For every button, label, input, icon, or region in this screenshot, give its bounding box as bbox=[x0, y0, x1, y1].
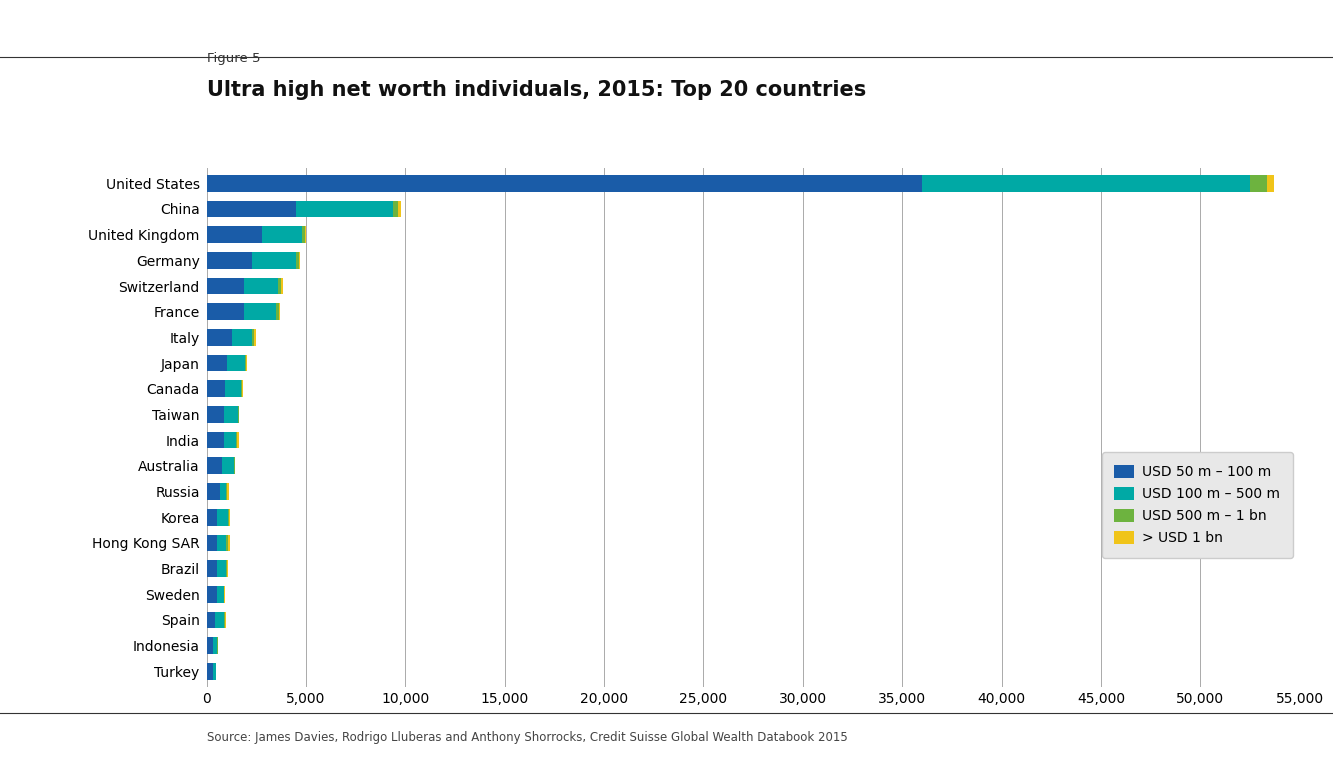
Bar bbox=[207, 612, 215, 628]
Bar bbox=[227, 483, 228, 500]
Bar bbox=[303, 227, 305, 243]
Bar bbox=[207, 355, 228, 372]
Bar bbox=[296, 201, 393, 217]
Bar bbox=[228, 355, 245, 372]
Bar bbox=[279, 278, 281, 295]
Bar bbox=[217, 535, 227, 551]
Bar bbox=[252, 329, 255, 346]
Bar bbox=[207, 509, 217, 526]
Bar bbox=[207, 381, 225, 397]
Bar bbox=[207, 637, 213, 654]
Bar bbox=[217, 586, 224, 603]
Bar bbox=[245, 355, 247, 372]
Bar bbox=[1266, 175, 1274, 192]
Bar bbox=[207, 483, 220, 500]
Bar bbox=[399, 201, 401, 217]
Bar bbox=[207, 406, 224, 423]
Bar bbox=[225, 612, 227, 628]
Bar bbox=[228, 535, 229, 551]
Bar bbox=[393, 201, 399, 217]
Bar bbox=[207, 432, 224, 449]
Bar bbox=[207, 560, 217, 577]
Text: Ultra high net worth individuals, 2015: Top 20 countries: Ultra high net worth individuals, 2015: … bbox=[207, 80, 866, 100]
Bar bbox=[229, 509, 231, 526]
Bar bbox=[1250, 175, 1266, 192]
Bar bbox=[215, 612, 224, 628]
Bar bbox=[922, 175, 1250, 192]
Bar bbox=[207, 278, 244, 295]
Bar bbox=[237, 432, 239, 449]
Bar bbox=[220, 483, 225, 500]
Bar bbox=[207, 458, 221, 474]
Bar bbox=[281, 278, 283, 295]
Bar bbox=[217, 560, 225, 577]
Bar bbox=[207, 175, 922, 192]
Bar bbox=[207, 663, 213, 680]
Bar bbox=[279, 304, 280, 320]
Bar bbox=[232, 329, 252, 346]
Text: Figure 5: Figure 5 bbox=[207, 52, 260, 65]
Bar bbox=[213, 637, 217, 654]
Bar bbox=[207, 535, 217, 551]
Bar bbox=[276, 304, 279, 320]
Bar bbox=[207, 304, 244, 320]
Bar bbox=[213, 663, 216, 680]
Bar bbox=[225, 381, 241, 397]
Bar bbox=[207, 586, 217, 603]
Bar bbox=[224, 432, 236, 449]
Bar bbox=[255, 329, 256, 346]
Bar bbox=[217, 509, 228, 526]
Bar bbox=[207, 201, 296, 217]
Bar bbox=[207, 227, 263, 243]
Bar bbox=[207, 252, 252, 269]
Bar bbox=[241, 381, 243, 397]
Bar bbox=[263, 227, 303, 243]
Bar bbox=[296, 252, 300, 269]
Legend: USD 50 m – 100 m, USD 100 m – 500 m, USD 500 m – 1 bn, > USD 1 bn: USD 50 m – 100 m, USD 100 m – 500 m, USD… bbox=[1102, 452, 1293, 558]
Bar bbox=[252, 252, 296, 269]
Bar bbox=[244, 304, 276, 320]
Bar bbox=[244, 278, 279, 295]
Text: Source: James Davies, Rodrigo Lluberas and Anthony Shorrocks, Credit Suisse Glob: Source: James Davies, Rodrigo Lluberas a… bbox=[207, 731, 848, 744]
Bar bbox=[224, 406, 237, 423]
Bar bbox=[207, 329, 232, 346]
Bar bbox=[221, 458, 233, 474]
Bar bbox=[227, 560, 228, 577]
